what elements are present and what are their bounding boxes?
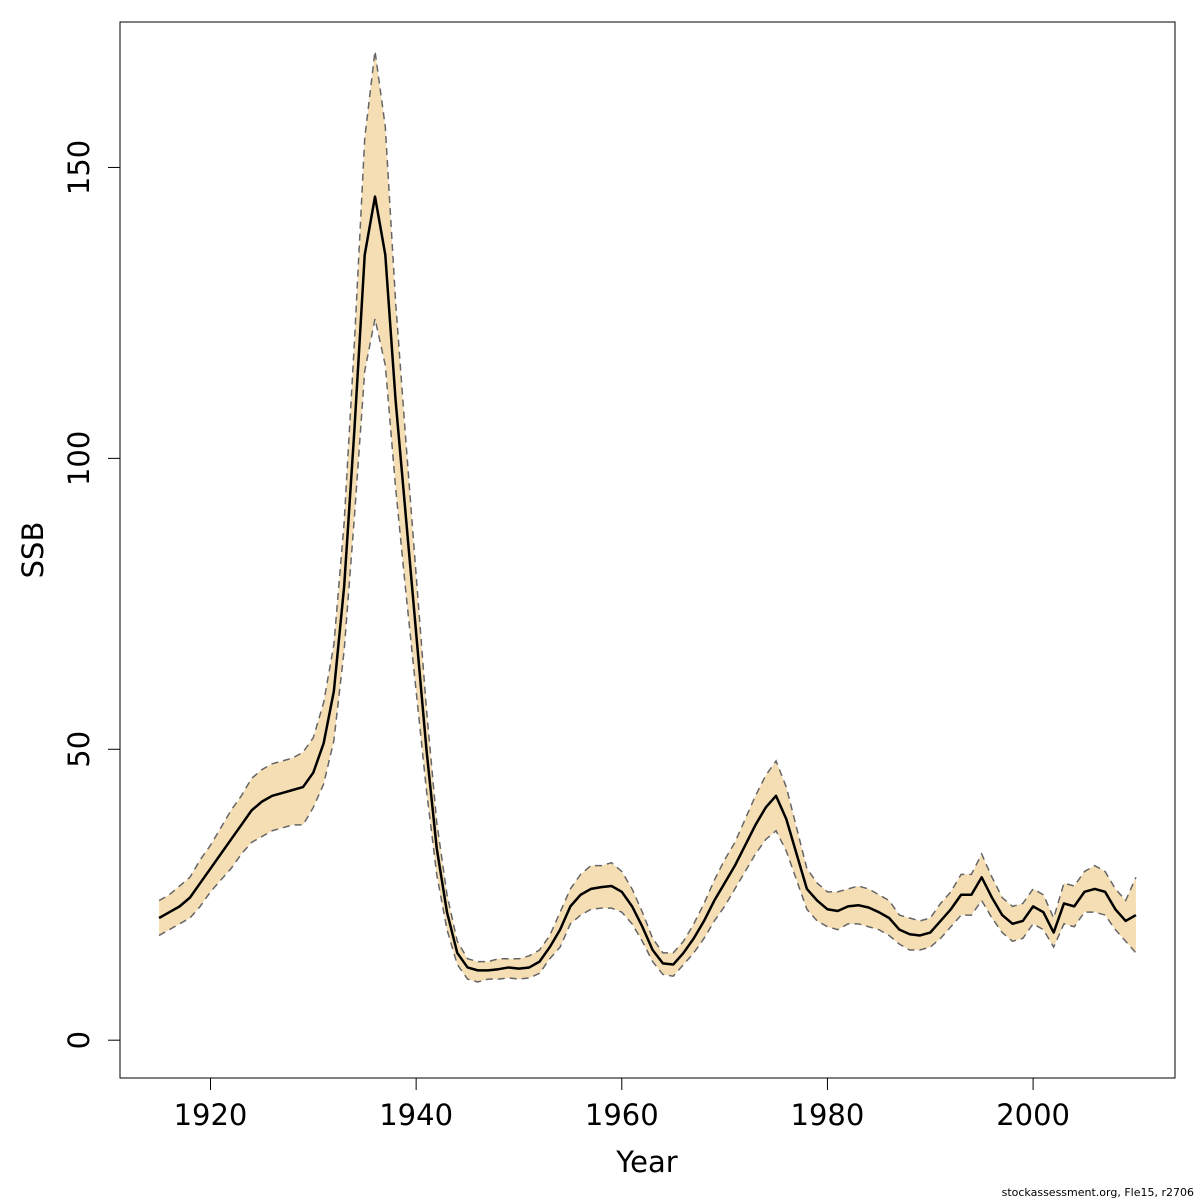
y-tick-label: 150 [62,140,96,195]
x-tick-label: 2000 [996,1098,1070,1132]
y-axis-title: SSB [16,522,50,579]
band-lower-line [158,318,1137,983]
confidence-band [159,51,1136,982]
x-axis-title: Year [615,1145,677,1179]
plot-frame [119,21,1176,1079]
x-tick-label: 1940 [379,1098,453,1132]
footer: stockassessment.org, Fle15, r2706 [1002,1186,1194,1199]
x-tick-label: 1960 [585,1098,659,1132]
band-upper-line [158,50,1137,963]
y-tick-label: 50 [62,731,96,768]
x-tick-label: 1980 [791,1098,865,1132]
y-tick-label: 100 [62,431,96,486]
x-tick-label: 1920 [174,1098,248,1132]
estimate-line [158,195,1137,972]
y-tick-label: 0 [62,1031,96,1049]
